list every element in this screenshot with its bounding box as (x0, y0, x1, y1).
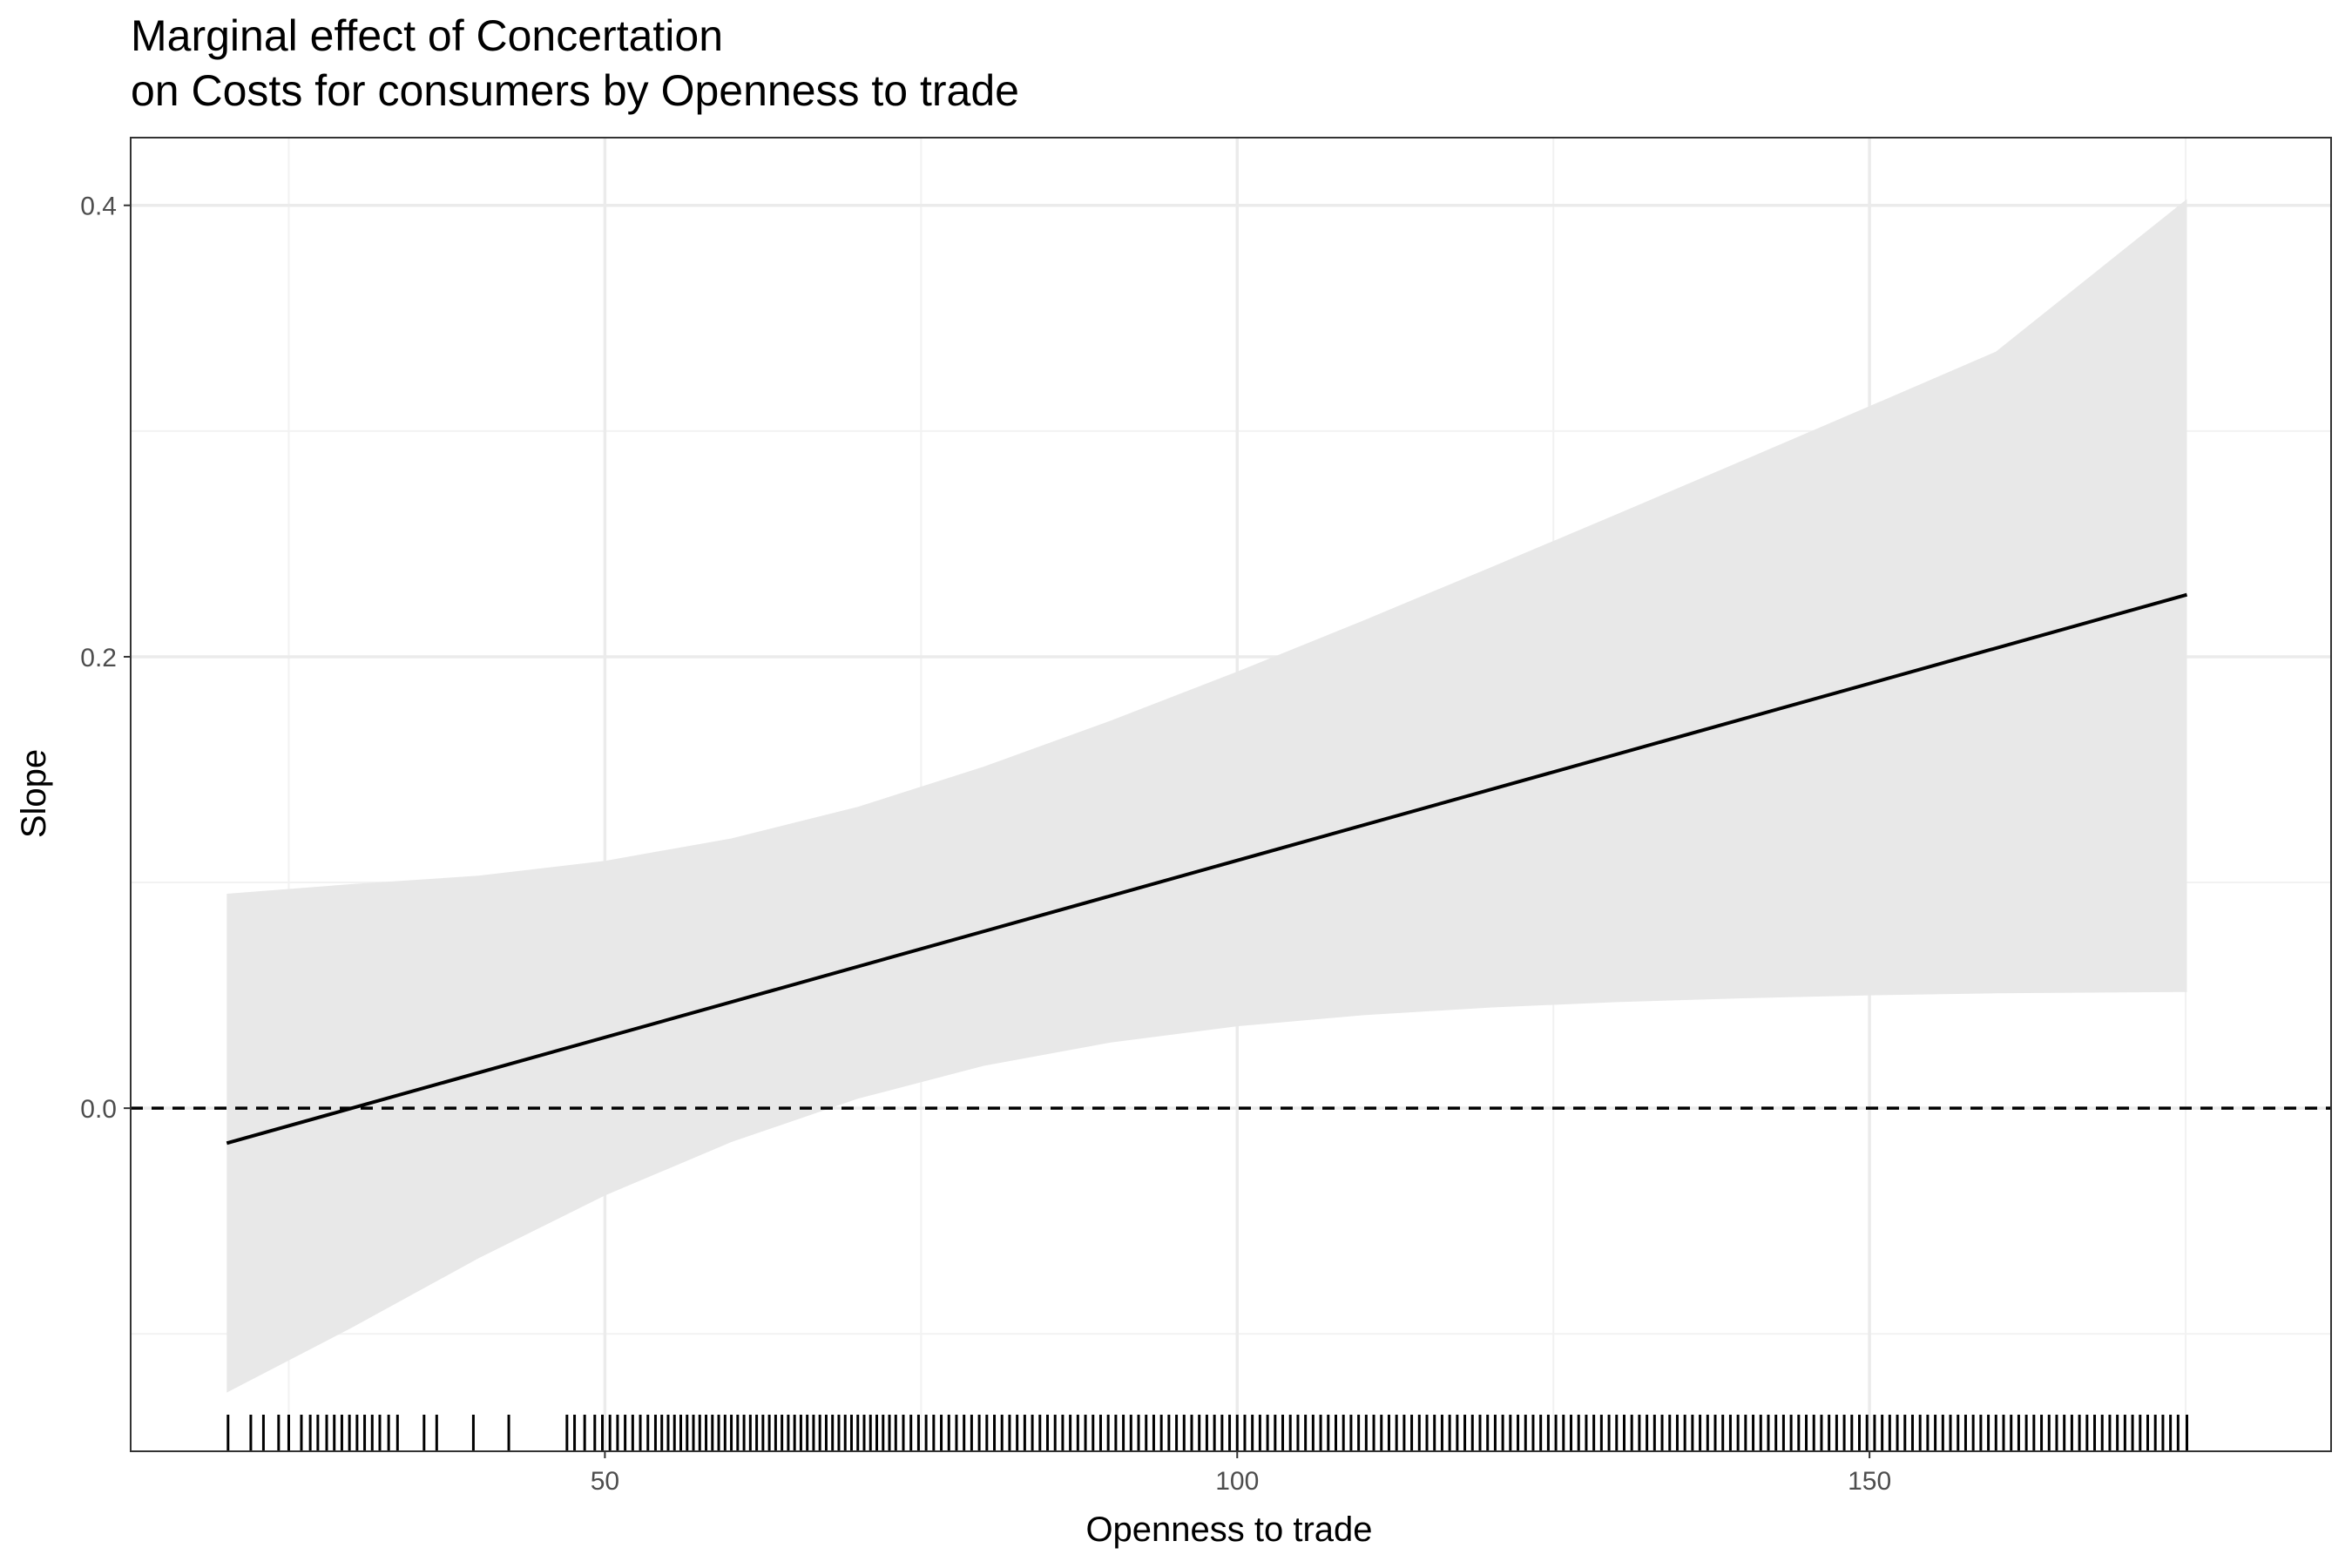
x-axis-title: Openness to trade (1085, 1511, 1372, 1549)
x-tick-label: 150 (1848, 1467, 1891, 1496)
marginal-effect-line (226, 592, 2188, 1146)
x-tick-label: 50 (591, 1467, 619, 1496)
chart-title: Marginal effect of Concertation (131, 11, 723, 60)
chart-subtitle: on Costs for consumers by Openness to tr… (131, 66, 1019, 115)
y-tick-label: 0.0 (80, 1095, 117, 1124)
y-axis: 0.0 0.2 0.4 (80, 193, 131, 1124)
panel-border (130, 137, 2332, 1452)
y-tick-label: 0.4 (80, 193, 117, 221)
confidence-band (226, 199, 2187, 1393)
y-axis-title: Slope (15, 749, 53, 838)
marginal-effect-layer (226, 592, 2188, 1146)
x-axis: 50 100 150 (591, 1451, 1891, 1496)
rug-layer (226, 1415, 2189, 1451)
x-tick-label: 100 (1215, 1467, 1259, 1496)
y-tick-label: 0.2 (80, 644, 117, 672)
confidence-band-layer (226, 199, 2187, 1393)
